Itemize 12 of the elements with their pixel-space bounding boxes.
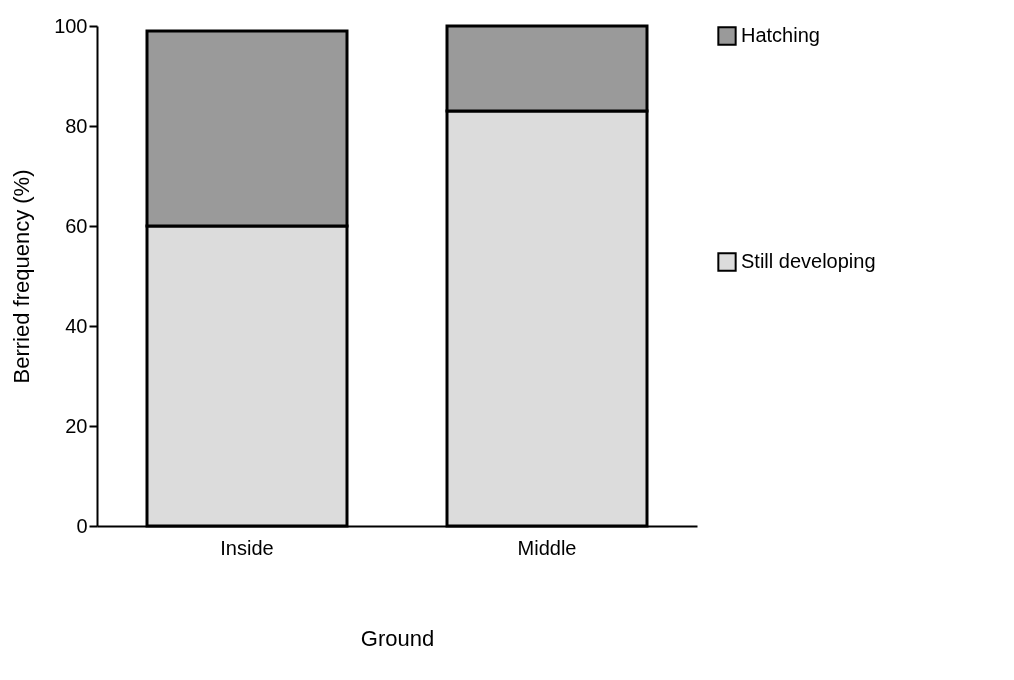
x-tick-label: Middle bbox=[517, 536, 577, 559]
y-axis-title: Berried frequency (%) bbox=[9, 169, 35, 384]
y-tick-label: 60 bbox=[65, 214, 88, 237]
y-tick-label: 80 bbox=[65, 114, 88, 137]
legend-label: Still developing bbox=[741, 250, 876, 272]
y-tick-label: 40 bbox=[65, 314, 88, 337]
x-axis-title: Ground bbox=[360, 625, 435, 651]
y-tick-label: 20 bbox=[65, 414, 88, 437]
y-tick-label: 0 bbox=[76, 514, 88, 537]
x-tick-label: Inside bbox=[220, 536, 274, 559]
y-tick-label: 100 bbox=[54, 14, 88, 37]
legend-label: Hatching bbox=[741, 24, 820, 46]
